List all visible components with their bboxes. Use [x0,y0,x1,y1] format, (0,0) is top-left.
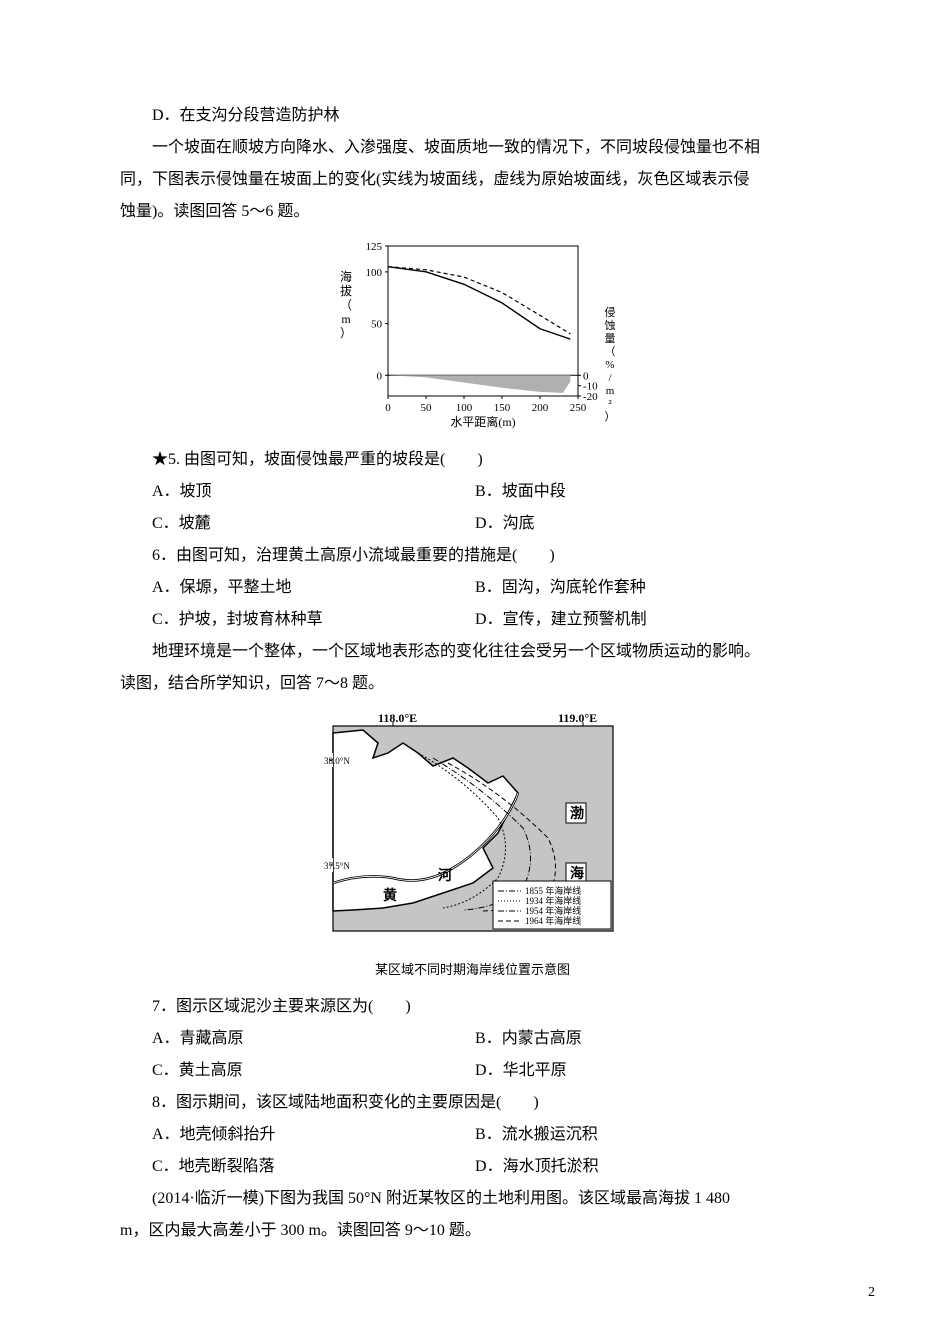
svg-text:量: 量 [604,332,615,345]
svg-text:海: 海 [570,865,584,882]
q5-opt-d: D．沟底 [475,508,825,540]
q7-opt-c: C．黄土高原 [152,1055,475,1087]
svg-text:侵: 侵 [604,306,615,319]
q7-opt-d: D．华北平原 [475,1055,825,1087]
svg-text:1855 年海岸线: 1855 年海岸线 [525,885,581,896]
q5-opt-b: B．坡面中段 [475,476,825,508]
svg-text:（: （ [339,298,351,312]
q8-opt-d: D．海水顶托淤积 [475,1151,825,1183]
q6-opt-a: A．保塬，平整土地 [152,572,475,604]
svg-text:渤: 渤 [570,805,584,822]
option-d-isolated: D．在支沟分段营造防护林 [152,100,825,132]
passage2-line2: 读图，结合所学知识，回答 7～8 题。 [120,668,825,700]
passage2-line1: 地理环境是一个整体，一个区域地表形态的变化往往会受另一个区域物质运动的影响。 [120,636,825,668]
svg-text:拔: 拔 [339,283,351,298]
svg-text:1954 年海岸线: 1954 年海岸线 [525,905,581,916]
svg-text:%: % [605,359,614,371]
q5-opt-a: A．坡顶 [152,476,475,508]
q7-opt-a: A．青藏高原 [152,1023,475,1055]
svg-text:125: 125 [365,241,382,253]
svg-text:）: ） [339,326,351,340]
svg-text:1934 年海岸线: 1934 年海岸线 [525,895,581,906]
coastline-map: 118.0°E119.0°E38.0°N37.5°N黄河渤海1855 年海岸线1… [120,708,825,983]
q8-row1: A．地壳倾斜抬升 B．流水搬运沉积 [152,1119,825,1151]
svg-text:海: 海 [339,269,351,284]
q5-stem: ★5. 由图可知，坡面侵蚀最严重的坡段是( ) [120,444,825,476]
svg-text:m: m [341,312,351,326]
q5-row2: C．坡麓 D．沟底 [152,508,825,540]
map-caption: 某区域不同时期海岸线位置示意图 [120,957,825,983]
q7-opt-b: B．内蒙古高原 [475,1023,825,1055]
q8-opt-b: B．流水搬运沉积 [475,1119,825,1151]
svg-text:250: 250 [569,402,586,414]
svg-text:100: 100 [455,402,472,414]
passage1-line2: 同，下图表示侵蚀量在坡面上的变化(实线为坡面线，虚线为原始坡面线，灰色区域表示侵 [120,164,825,196]
passage3-line2: m，区内最大高差小于 300 m。读图回答 9～10 题。 [120,1215,825,1247]
svg-text:河: 河 [438,867,452,884]
q8-opt-a: A．地壳倾斜抬升 [152,1119,475,1151]
erosion-chart: 1251005000-10-20050100150200250水平距离(m)海拔… [120,236,825,436]
q5-opt-c: C．坡麓 [152,508,475,540]
q6-opt-d: D．宣传，建立预警机制 [475,604,825,636]
q6-opt-b: B．固沟，沟底轮作套种 [475,572,825,604]
svg-text:（: （ [604,345,615,358]
svg-text:1964 年海岸线: 1964 年海岸线 [525,915,581,926]
svg-text:119.0°E: 119.0°E [558,711,597,725]
svg-text:200: 200 [531,402,548,414]
svg-text:/: / [608,372,612,384]
svg-text:150: 150 [493,402,510,414]
q6-stem: 6．由图可知，治理黄土高原小流域最重要的措施是( ) [120,540,825,572]
q7-row2: C．黄土高原 D．华北平原 [152,1055,825,1087]
passage3-line1: (2014·临沂一模)下图为我国 50°N 附近某牧区的土地利用图。该区域最高海… [120,1183,825,1215]
q6-row2: C．护坡，封坡育林种草 D．宣传，建立预警机制 [152,604,825,636]
svg-text:蚀: 蚀 [604,318,615,332]
q6-opt-c: C．护坡，封坡育林种草 [152,604,475,636]
svg-text:m: m [605,385,614,397]
passage1-line1: 一个坡面在顺坡方向降水、入渗强度、坡面质地一致的情况下，不同坡段侵蚀量也不相 [120,132,825,164]
q7-row1: A．青藏高原 B．内蒙古高原 [152,1023,825,1055]
q8-row2: C．地壳断裂陷落 D．海水顶托淤积 [152,1151,825,1183]
q6-row1: A．保塬，平整土地 B．固沟，沟底轮作套种 [152,572,825,604]
svg-text:50: 50 [420,402,432,414]
svg-text:）: ） [604,410,615,423]
svg-text:100: 100 [365,267,382,279]
svg-text:0: 0 [376,370,382,382]
svg-text:黄: 黄 [383,887,397,904]
q8-opt-c: C．地壳断裂陷落 [152,1151,475,1183]
svg-text:38.0°N: 38.0°N [324,756,350,766]
q8-stem: 8．图示期间，该区域陆地面积变化的主要原因是( ) [120,1087,825,1119]
q7-stem: 7．图示区域泥沙主要来源区为( ) [120,991,825,1023]
page-number: 2 [868,1279,875,1307]
passage1-line3: 蚀量)。读图回答 5～6 题。 [120,196,825,228]
svg-text:50: 50 [371,319,383,331]
svg-text:37.5°N: 37.5°N [324,861,350,871]
svg-text:0: 0 [385,402,391,414]
svg-text:²: ² [608,398,612,410]
svg-text:118.0°E: 118.0°E [378,711,417,725]
q5-row1: A．坡顶 B．坡面中段 [152,476,825,508]
svg-text:水平距离(m): 水平距离(m) [450,414,515,429]
